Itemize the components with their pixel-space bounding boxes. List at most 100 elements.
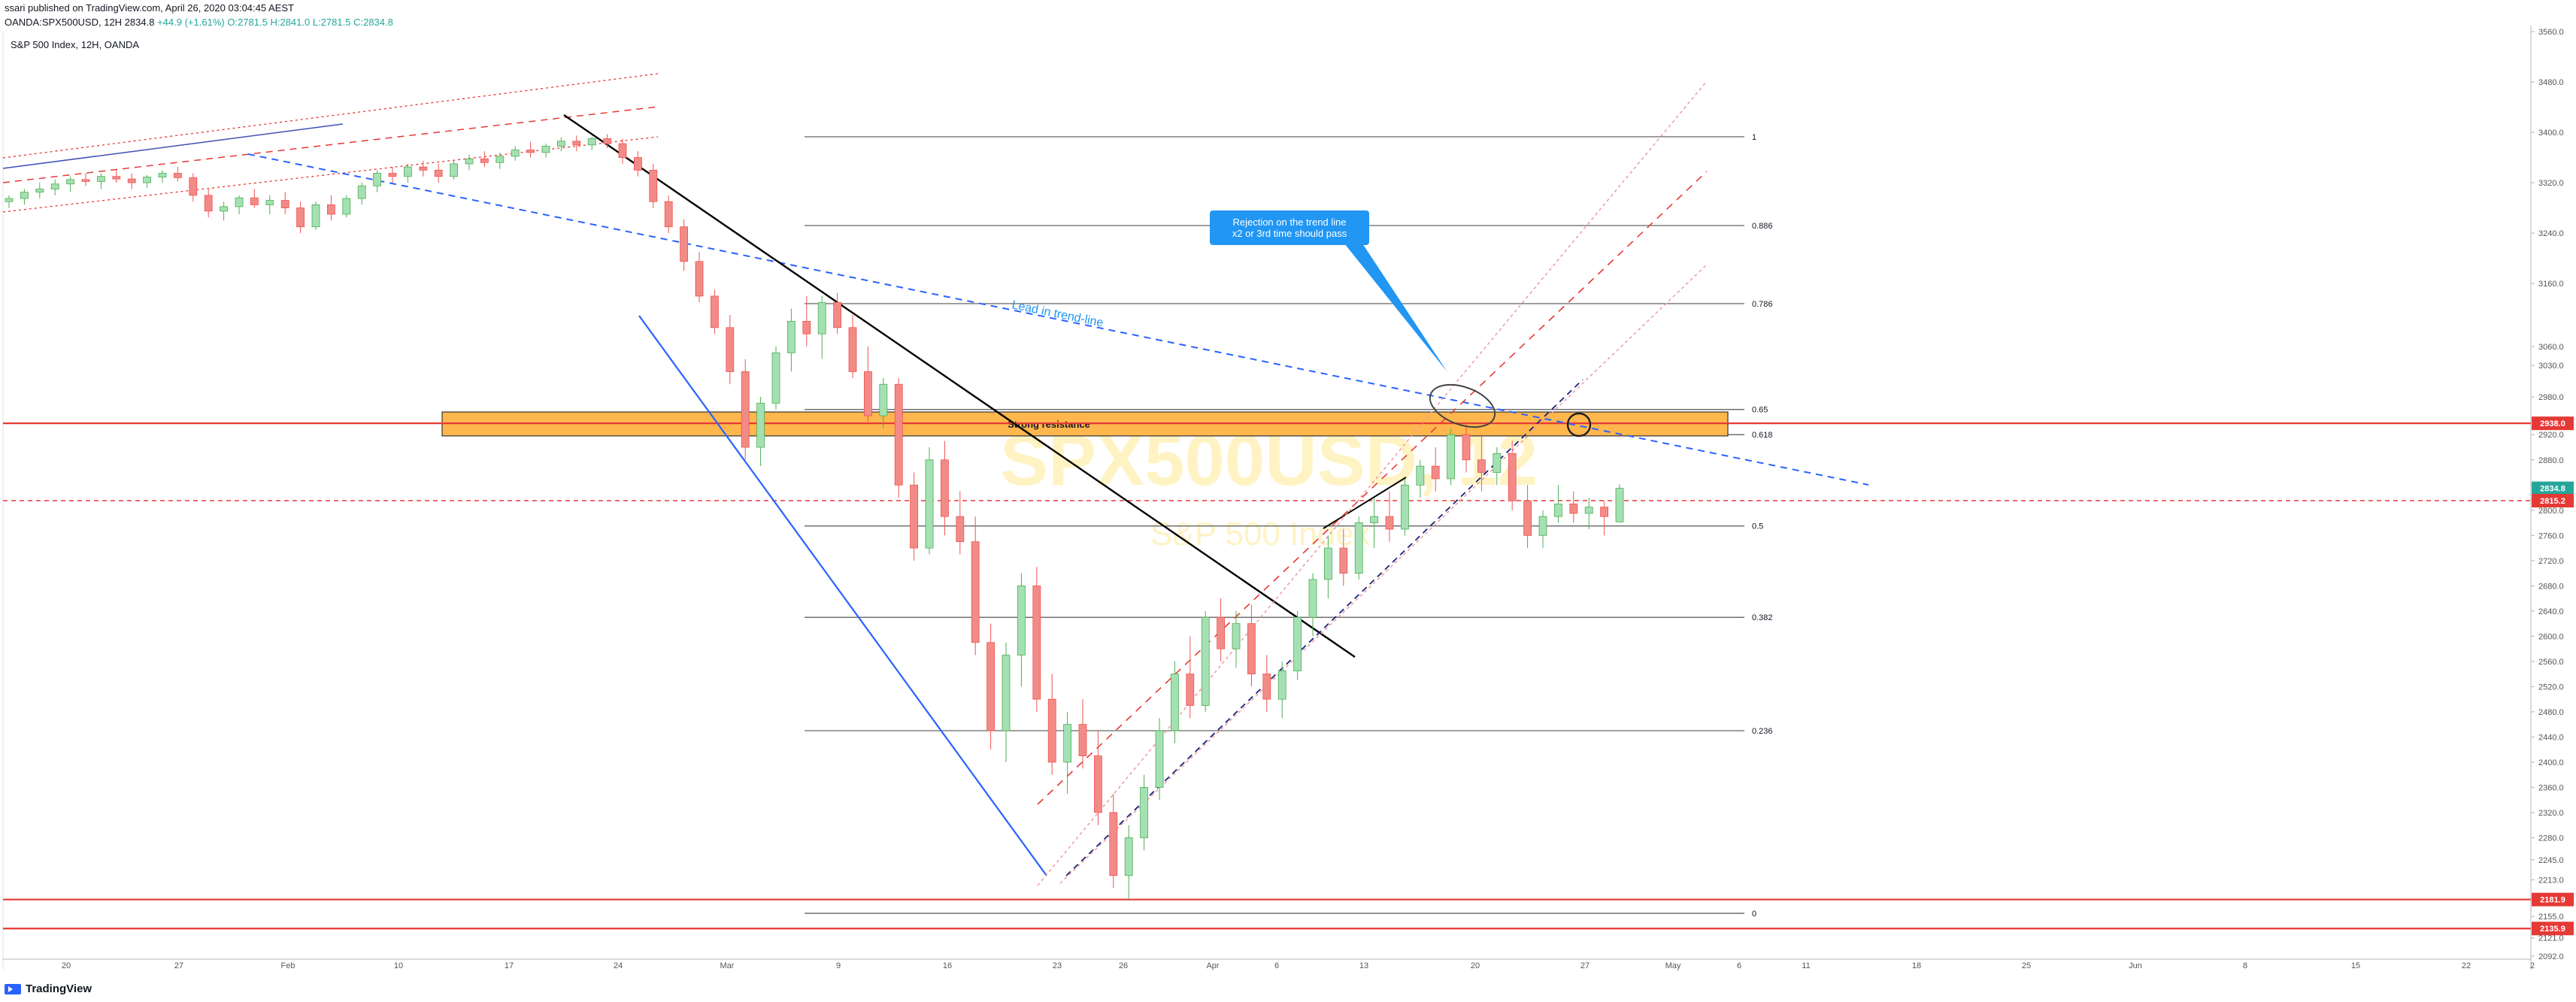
candle-body[interactable]	[419, 166, 428, 171]
candle-body[interactable]	[296, 207, 305, 228]
candle-body[interactable]	[265, 200, 274, 205]
candle-body[interactable]	[189, 177, 198, 196]
candle-body[interactable]	[1354, 522, 1363, 574]
candle-body[interactable]	[158, 173, 167, 177]
candle-body[interactable]	[496, 156, 505, 163]
candle-body[interactable]	[326, 204, 335, 215]
candle-body[interactable]	[894, 383, 903, 486]
candle-body[interactable]	[1477, 459, 1486, 473]
candle-body[interactable]	[971, 541, 980, 643]
candle-body[interactable]	[66, 179, 74, 185]
candle-body[interactable]	[143, 177, 152, 183]
candle-body[interactable]	[634, 157, 642, 171]
candle-body[interactable]	[1370, 516, 1378, 523]
candle-body[interactable]	[680, 226, 688, 262]
candle-body[interactable]	[1078, 724, 1087, 756]
candle-body[interactable]	[173, 173, 182, 178]
candle-body[interactable]	[1569, 504, 1578, 514]
lead-in-trend-line[interactable]	[247, 153, 1869, 486]
candle-body[interactable]	[1171, 674, 1179, 731]
candle-body[interactable]	[1431, 465, 1440, 480]
candle-body[interactable]	[1155, 730, 1164, 788]
candle-body[interactable]	[1339, 547, 1348, 574]
candle-body[interactable]	[526, 150, 535, 153]
candle-body[interactable]	[1401, 484, 1409, 530]
candle-body[interactable]	[1262, 674, 1271, 700]
candle-body[interactable]	[1553, 504, 1562, 517]
candle-body[interactable]	[112, 176, 121, 180]
candle-body[interactable]	[1584, 507, 1593, 514]
candle-body[interactable]	[771, 352, 780, 404]
callout-box[interactable]: Rejection on the trend line x2 or 3rd ti…	[1210, 210, 1369, 245]
candle-body[interactable]	[1538, 516, 1547, 536]
candle-body[interactable]	[864, 371, 872, 416]
candle-body[interactable]	[1063, 724, 1071, 763]
candle-body[interactable]	[572, 141, 581, 146]
candle-body[interactable]	[373, 173, 382, 186]
candle-body[interactable]	[1462, 434, 1471, 461]
descending-trend-line[interactable]	[563, 114, 1356, 658]
candle-body[interactable]	[726, 327, 735, 372]
candle-body[interactable]	[649, 169, 658, 202]
candle-body[interactable]	[833, 301, 841, 328]
current-price-circle[interactable]	[1566, 412, 1592, 437]
rejection-ellipse[interactable]	[1424, 377, 1501, 435]
candle-body[interactable]	[756, 402, 765, 448]
candle-body[interactable]	[956, 516, 965, 543]
candle-body[interactable]	[35, 189, 44, 193]
candle-body[interactable]	[541, 146, 550, 153]
candle-body[interactable]	[817, 301, 826, 335]
candle-body[interactable]	[434, 169, 443, 177]
candle-body[interactable]	[480, 158, 489, 163]
candle-body[interactable]	[787, 321, 796, 353]
candle-body[interactable]	[941, 459, 949, 517]
candle-body[interactable]	[986, 642, 995, 731]
candle-body[interactable]	[1047, 698, 1056, 763]
candle-body[interactable]	[557, 141, 565, 147]
candle-body[interactable]	[1277, 671, 1286, 700]
candle-body[interactable]	[20, 192, 29, 199]
candle-body[interactable]	[1002, 655, 1011, 731]
candle-body[interactable]	[357, 185, 366, 199]
candle-body[interactable]	[1186, 674, 1195, 706]
candle-body[interactable]	[1508, 453, 1517, 501]
candle-body[interactable]	[250, 197, 259, 205]
candle-body[interactable]	[603, 138, 611, 144]
candle-body[interactable]	[220, 206, 229, 212]
candle-body[interactable]	[711, 295, 719, 328]
candle-body[interactable]	[511, 150, 520, 157]
candle-body[interactable]	[1217, 616, 1225, 649]
candle-body[interactable]	[1385, 516, 1394, 530]
candle-body[interactable]	[1324, 547, 1332, 580]
candle-body[interactable]	[81, 179, 90, 182]
candle-body[interactable]	[925, 459, 934, 549]
candle-body[interactable]	[1523, 500, 1532, 536]
candle-body[interactable]	[618, 143, 627, 158]
candle-body[interactable]	[5, 198, 14, 202]
candle-body[interactable]	[96, 176, 105, 182]
candle-body[interactable]	[342, 198, 351, 215]
candle-body[interactable]	[1094, 755, 1102, 813]
candle-body[interactable]	[1124, 837, 1133, 876]
candle-body[interactable]	[1247, 623, 1256, 675]
candle-body[interactable]	[204, 195, 213, 212]
candle-body[interactable]	[388, 173, 397, 177]
candle-body[interactable]	[587, 138, 596, 146]
candle-body[interactable]	[465, 158, 474, 165]
candle-body[interactable]	[50, 183, 59, 189]
candle-body[interactable]	[127, 178, 136, 183]
candle-body[interactable]	[404, 166, 412, 177]
candle-body[interactable]	[1447, 434, 1455, 480]
candle-body[interactable]	[1308, 579, 1317, 618]
candle-body[interactable]	[450, 163, 458, 177]
candle-body[interactable]	[802, 321, 811, 335]
candle-body[interactable]	[848, 327, 857, 372]
candle-body[interactable]	[741, 371, 750, 448]
candle-body[interactable]	[1600, 507, 1609, 517]
candle-body[interactable]	[1017, 585, 1026, 655]
candle-body[interactable]	[280, 200, 289, 209]
rising-channel-support[interactable]	[1065, 379, 1583, 876]
candle-body[interactable]	[1416, 465, 1425, 486]
candle-body[interactable]	[1493, 453, 1502, 473]
candle-body[interactable]	[1615, 488, 1624, 522]
